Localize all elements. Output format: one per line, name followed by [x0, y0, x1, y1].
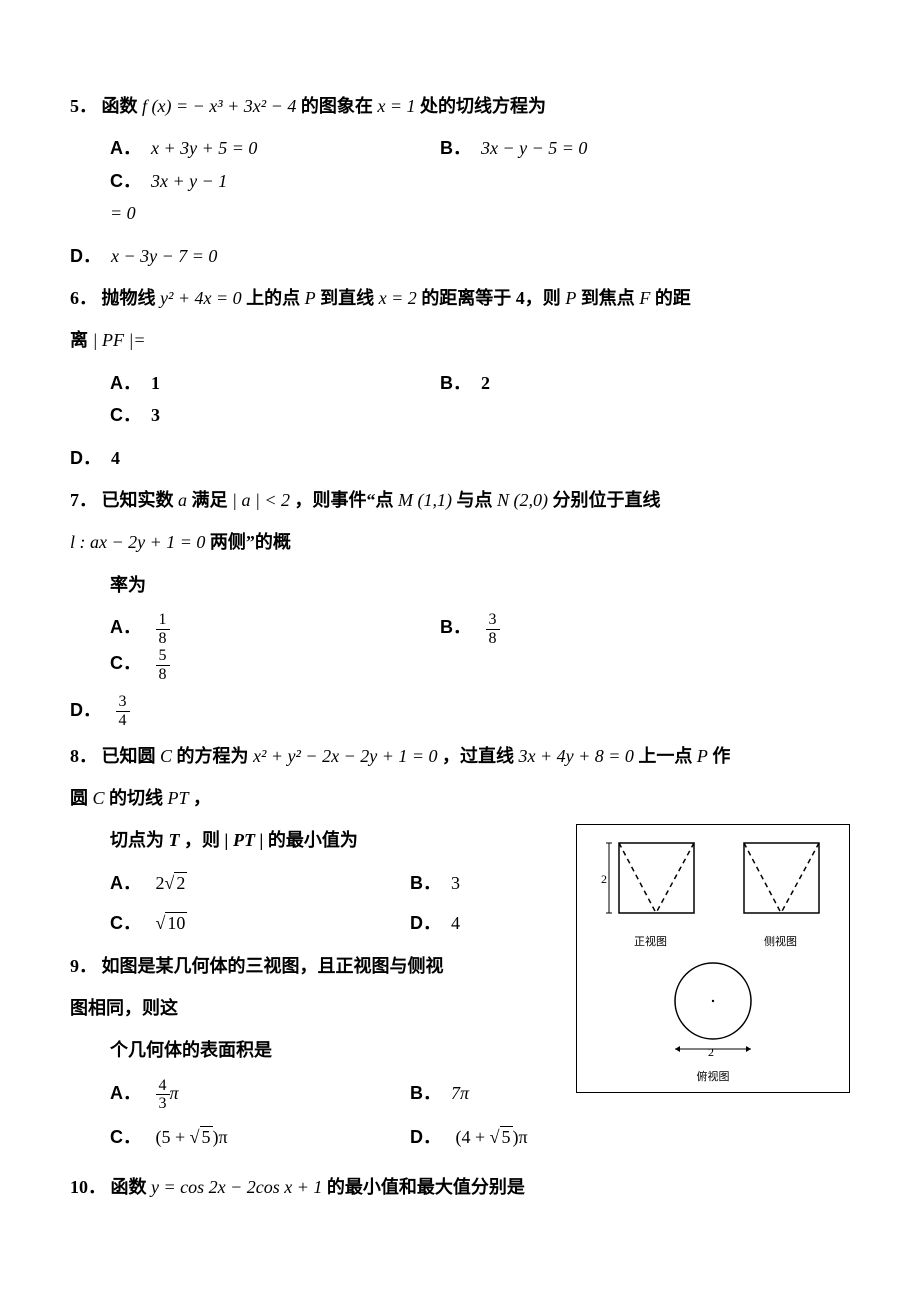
q6-opt-b: B．2	[440, 367, 740, 399]
q5-opt-b: B．3x − y − 5 = 0	[440, 132, 740, 164]
q5-opt-d: D．x − 3y − 7 = 0	[70, 240, 850, 272]
q5-stem-b: 的图象在	[301, 96, 373, 116]
svg-text:2: 2	[601, 872, 607, 886]
q5-opt-a: A．x + 3y + 5 = 0	[110, 132, 440, 164]
question-5: 5． 函数 f (x) = − x³ + 3x² − 4 的图象在 x = 1 …	[70, 90, 850, 122]
q5-options: A．x + 3y + 5 = 0 B．3x − y − 5 = 0 C．3x +…	[110, 132, 850, 229]
q9-opt-a: A． 43π	[110, 1077, 410, 1113]
top-view: 2 俯视图	[583, 959, 843, 1088]
q8-line2: 圆 C 的切线 PT ，	[70, 782, 850, 814]
q8-opt-a: A． 2√2	[110, 867, 410, 899]
q5-func: f (x) = − x³ + 3x² − 4	[142, 96, 296, 116]
q8-opt-c: C． √10	[110, 907, 410, 939]
q6-opt-c: C．3	[110, 399, 230, 431]
q8-options-row1: A． 2√2 B．3	[110, 867, 550, 899]
q7-line3: 率为	[110, 569, 850, 601]
three-view-figure: 2 正视图 侧视图 2 俯视图	[576, 824, 850, 1093]
q9-options-row2: C． (5 + √5)π D． (4 + √5)π	[110, 1121, 610, 1153]
q5-opt-c: C．3x + y − 1 = 0	[110, 165, 230, 230]
q9-options-row1: A． 43π B．7π	[110, 1077, 550, 1113]
q5-stem-a: 函数	[102, 96, 138, 116]
q10-number: 10．	[70, 1177, 106, 1197]
front-view: 2 正视图	[601, 833, 701, 952]
q7-opt-a: A． 18	[110, 611, 440, 647]
q9-opt-c: C． (5 + √5)π	[110, 1121, 410, 1153]
q6-opt-a: A．1	[110, 367, 440, 399]
q7-number: 7．	[70, 490, 97, 510]
q6-options: A．1 B．2 C．3	[110, 367, 850, 432]
q6-opt-d: D．4	[70, 442, 850, 474]
q8-number: 8．	[70, 746, 97, 766]
q8-opt-b: B．3	[410, 867, 460, 899]
q6-number: 6．	[70, 288, 97, 308]
q8-options-row2: C． √10 D．4	[110, 907, 550, 939]
question-8: 8． 已知圆 C 的方程为 x² + y² − 2x − 2y + 1 = 0 …	[70, 740, 850, 772]
q7-opt-d: D． 34	[70, 693, 850, 729]
q7-opt-b: B． 38	[440, 611, 740, 647]
q9-opt-d: D． (4 + √5)π	[410, 1121, 528, 1153]
question-7: 7． 已知实数 a 满足 | a | < 2 ，则事件“点 M (1,1) 与点…	[70, 484, 850, 516]
q9-opt-b: B．7π	[410, 1077, 469, 1113]
q8-opt-d: D．4	[410, 907, 460, 939]
question-6: 6． 抛物线 y² + 4x = 0 上的点 P 到直线 x = 2 的距离等于…	[70, 282, 850, 314]
svg-text:2: 2	[708, 1045, 714, 1059]
q7-line2: l : ax − 2y + 1 = 0 两侧”的概	[70, 526, 850, 558]
q5-stem-c: 处的切线方程为	[420, 96, 546, 116]
q5-number: 5．	[70, 96, 97, 116]
q7-opt-c: C． 58	[110, 647, 230, 683]
question-10: 10． 函数 y = cos 2x − 2cos x + 1 的最小值和最大值分…	[70, 1171, 850, 1203]
q7-options: A． 18 B． 38 C． 58	[110, 611, 850, 683]
q5-at: x = 1	[377, 96, 415, 116]
q6-line2: 离 | PF |=	[70, 324, 850, 356]
side-view: 侧视图	[736, 833, 826, 952]
q9-number: 9．	[70, 956, 97, 976]
